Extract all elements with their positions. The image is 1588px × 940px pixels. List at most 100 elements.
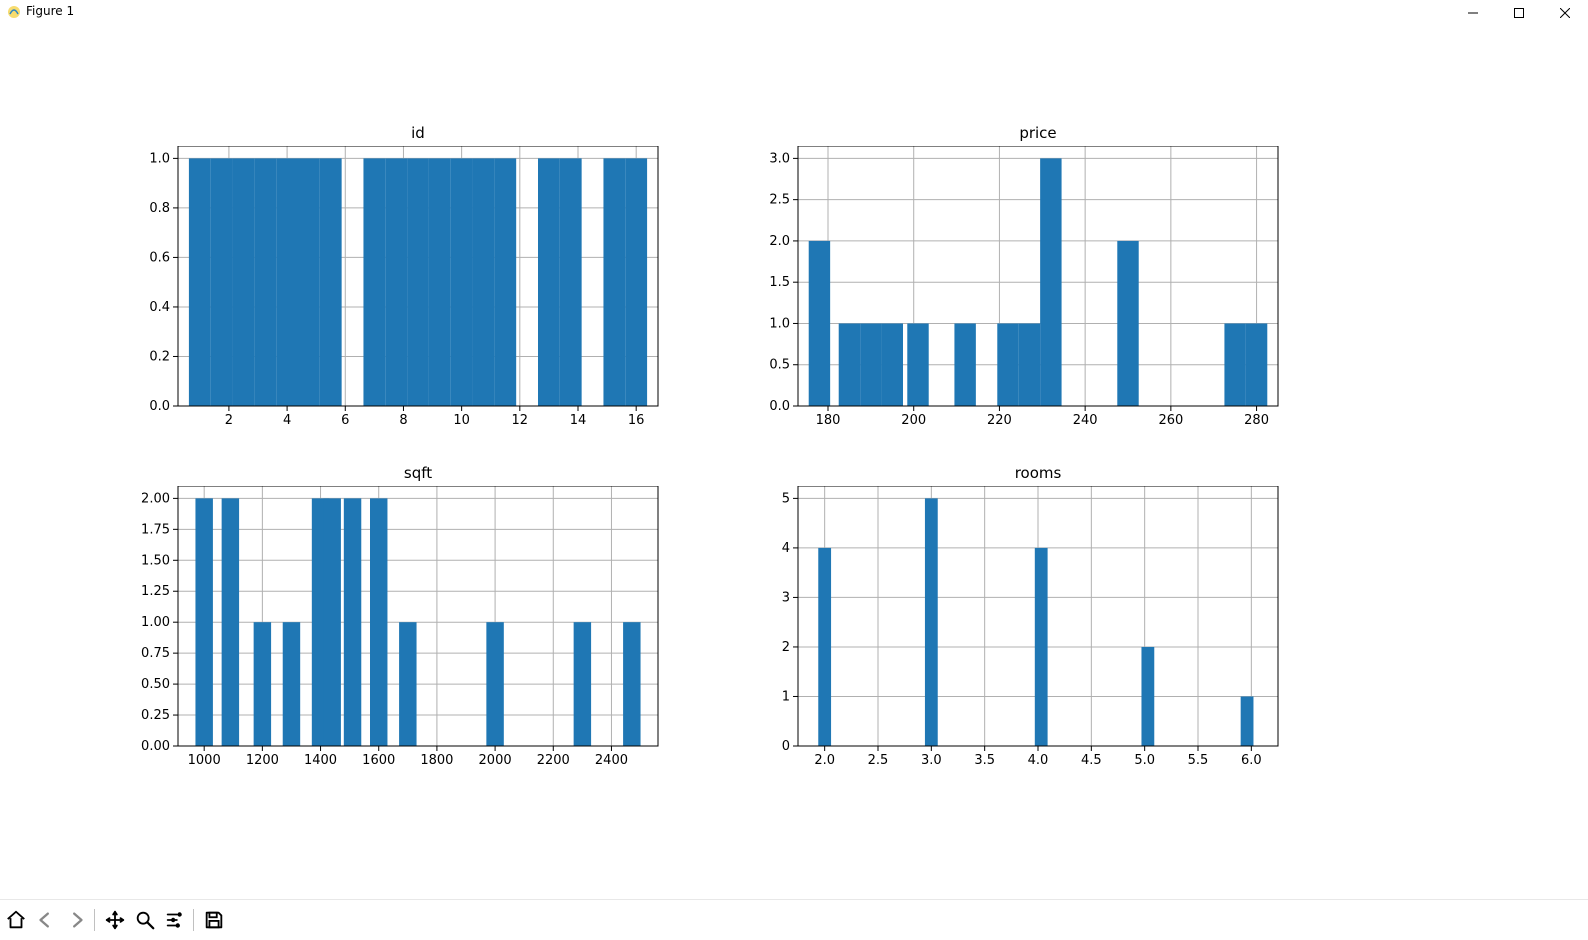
- histogram-bar: [1246, 323, 1267, 406]
- svg-text:6.0: 6.0: [1241, 753, 1262, 768]
- svg-text:4.0: 4.0: [1028, 753, 1049, 768]
- chart-id: id0.00.20.40.60.81.0246810121416: [178, 146, 658, 406]
- svg-text:0.50: 0.50: [141, 677, 170, 692]
- svg-text:0.75: 0.75: [141, 646, 170, 661]
- histogram-bar: [276, 158, 298, 406]
- chart-rooms: rooms0123452.02.53.03.54.04.55.05.56.0: [798, 486, 1278, 746]
- svg-text:3.5: 3.5: [974, 753, 995, 768]
- svg-text:3: 3: [782, 590, 790, 605]
- figure-canvas[interactable]: id0.00.20.40.60.81.0246810121416price0.0…: [0, 26, 1588, 900]
- histogram-bar: [997, 323, 1018, 406]
- svg-text:3.0: 3.0: [921, 753, 942, 768]
- svg-text:1.75: 1.75: [141, 522, 170, 537]
- svg-text:2: 2: [782, 640, 790, 655]
- histogram-bar: [298, 158, 320, 406]
- histogram-bar: [882, 323, 903, 406]
- svg-text:4: 4: [782, 541, 790, 556]
- histogram-bar: [1224, 323, 1245, 406]
- histogram-bar: [560, 158, 582, 406]
- svg-text:260: 260: [1158, 413, 1183, 428]
- close-button[interactable]: [1542, 0, 1588, 26]
- svg-text:0.0: 0.0: [149, 399, 170, 414]
- svg-text:2.5: 2.5: [868, 753, 889, 768]
- toolbar-separator: [193, 909, 194, 931]
- home-icon[interactable]: [2, 906, 30, 934]
- save-icon[interactable]: [200, 906, 228, 934]
- svg-text:5: 5: [782, 491, 790, 506]
- chart-svg: 0.000.250.500.751.001.251.501.752.001000…: [128, 486, 668, 786]
- histogram-bar: [323, 498, 340, 746]
- histogram-bar: [254, 622, 271, 746]
- window-titlebar: Figure 1: [0, 0, 1588, 26]
- svg-text:12: 12: [512, 413, 529, 428]
- svg-text:0.5: 0.5: [769, 358, 790, 373]
- svg-text:1.00: 1.00: [141, 615, 170, 630]
- svg-text:3.0: 3.0: [769, 151, 790, 166]
- back-icon[interactable]: [32, 906, 60, 934]
- svg-text:4.5: 4.5: [1081, 753, 1102, 768]
- histogram-bar: [1035, 548, 1048, 746]
- histogram-bar: [486, 622, 503, 746]
- matplotlib-toolbar: [0, 899, 1588, 940]
- svg-text:2.0: 2.0: [814, 753, 835, 768]
- histogram-bar: [603, 158, 625, 406]
- histogram-bar: [451, 158, 473, 406]
- chart-svg: 0 1 2 3 4 5 2.0 2.5 3.0 3.5 4.0 4.5 5.0 5.5 6.0: [748, 486, 1288, 786]
- svg-text:1800: 1800: [420, 753, 453, 768]
- svg-text:220: 220: [987, 413, 1012, 428]
- svg-text:240: 240: [1073, 413, 1098, 428]
- histogram-bar: [407, 158, 429, 406]
- svg-text:1600: 1600: [362, 753, 395, 768]
- histogram-bar: [925, 498, 938, 746]
- svg-text:0.8: 0.8: [149, 201, 170, 216]
- svg-text:1.0: 1.0: [769, 316, 790, 331]
- histogram-bar: [222, 498, 239, 746]
- svg-text:14: 14: [570, 413, 587, 428]
- histogram-bar: [320, 158, 342, 406]
- app-icon: [6, 4, 22, 20]
- chart-price: price0.00.51.01.52.02.53.018020022024026…: [798, 146, 1278, 406]
- svg-text:180: 180: [816, 413, 841, 428]
- histogram-bar: [363, 158, 385, 406]
- svg-text:200: 200: [901, 413, 926, 428]
- svg-text:1.5: 1.5: [769, 275, 790, 290]
- minimize-button[interactable]: [1450, 0, 1496, 26]
- histogram-bar: [233, 158, 255, 406]
- svg-text:5.5: 5.5: [1188, 753, 1209, 768]
- toolbar-separator: [94, 909, 95, 931]
- svg-text:2.5: 2.5: [769, 193, 790, 208]
- histogram-bar: [385, 158, 407, 406]
- svg-text:0.6: 0.6: [149, 250, 170, 265]
- zoom-icon[interactable]: [131, 906, 159, 934]
- svg-text:16: 16: [628, 413, 645, 428]
- pan-icon[interactable]: [101, 906, 129, 934]
- subplots-icon[interactable]: [161, 906, 189, 934]
- svg-text:1200: 1200: [246, 753, 279, 768]
- svg-text:1000: 1000: [188, 753, 221, 768]
- chart-title: price: [798, 124, 1278, 142]
- histogram-bar: [189, 158, 211, 406]
- svg-text:1400: 1400: [304, 753, 337, 768]
- chart-svg: 0.00.51.01.52.02.53.0180200220240260280: [748, 146, 1288, 446]
- svg-text:2: 2: [225, 413, 233, 428]
- histogram-bar: [907, 323, 928, 406]
- forward-icon[interactable]: [62, 906, 90, 934]
- chart-title: rooms: [798, 464, 1278, 482]
- svg-text:1: 1: [782, 689, 790, 704]
- svg-text:0.00: 0.00: [141, 739, 170, 754]
- svg-text:1.0: 1.0: [149, 151, 170, 166]
- histogram-bar: [211, 158, 233, 406]
- window-title: Figure 1: [26, 4, 74, 18]
- histogram-bar: [623, 622, 640, 746]
- svg-text:1.50: 1.50: [141, 553, 170, 568]
- svg-text:10: 10: [453, 413, 470, 428]
- histogram-bar: [370, 498, 387, 746]
- svg-text:2.0: 2.0: [769, 234, 790, 249]
- svg-text:5.0: 5.0: [1134, 753, 1155, 768]
- svg-text:2200: 2200: [537, 753, 570, 768]
- svg-text:0: 0: [782, 739, 790, 754]
- histogram-bar: [574, 622, 591, 746]
- maximize-button[interactable]: [1496, 0, 1542, 26]
- svg-text:2000: 2000: [479, 753, 512, 768]
- svg-text:0.4: 0.4: [149, 300, 170, 315]
